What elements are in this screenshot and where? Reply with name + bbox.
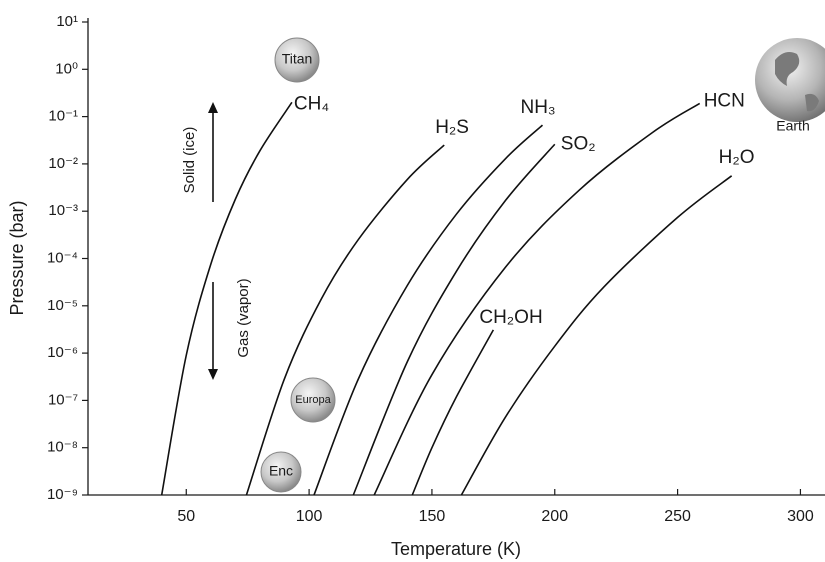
annotation: Gas (vapor) — [235, 278, 252, 357]
earth-land — [775, 52, 819, 112]
y-tick-label: 10⁻⁴ — [47, 249, 78, 266]
europa-icon — [290, 377, 336, 423]
enceladus-icon — [260, 451, 302, 493]
y-tick-label: 10⁻⁶ — [47, 344, 78, 361]
arrow-head — [208, 369, 218, 380]
y-tick-label: 10⁻⁵ — [47, 297, 78, 314]
x-axis-title: Temperature (K) — [391, 539, 521, 559]
curve — [411, 329, 495, 496]
x-tick-label: 200 — [541, 508, 568, 525]
series-label: H₂O — [719, 147, 755, 168]
annotation: Titan — [282, 51, 313, 67]
y-tick-label: 10⁻² — [48, 155, 78, 172]
x-tick-label: 300 — [787, 508, 814, 525]
x-tick-label: 100 — [296, 508, 323, 525]
annotation: Earth — [776, 118, 809, 134]
curve — [460, 175, 733, 496]
x-tick-label: 250 — [664, 508, 691, 525]
y-tick-label: 10⁻⁹ — [47, 486, 78, 503]
series-label: CH₄ — [294, 93, 329, 114]
annotation: Europa — [295, 394, 331, 406]
y-tick-label: 10¹ — [56, 13, 78, 30]
curve — [313, 124, 544, 496]
y-tick-label: 10⁻⁷ — [48, 391, 78, 408]
y-tick-label: 10⁻¹ — [48, 108, 78, 125]
y-tick-label: 10⁻⁸ — [47, 439, 78, 456]
x-tick-label: 50 — [177, 508, 195, 525]
y-tick-label: 10⁻³ — [48, 202, 78, 219]
curve — [352, 143, 556, 496]
x-tick-label: 150 — [419, 508, 446, 525]
earth-icon — [755, 38, 825, 122]
series-label: CH₂OH — [479, 307, 542, 328]
series-label: HCN — [704, 90, 745, 111]
curve — [160, 101, 293, 496]
annotation: Solid (ice) — [181, 127, 198, 194]
series-label: H₂S — [435, 117, 469, 138]
series-label: SO₂ — [561, 133, 596, 154]
annotation: Enc — [269, 463, 293, 479]
curve — [245, 144, 445, 496]
titan-icon — [274, 37, 320, 83]
curve — [373, 102, 701, 496]
arrow-head — [208, 102, 218, 113]
y-tick-label: 10⁰ — [55, 60, 78, 77]
y-axis-title: Pressure (bar) — [7, 200, 27, 315]
series-label: NH₃ — [520, 97, 555, 118]
